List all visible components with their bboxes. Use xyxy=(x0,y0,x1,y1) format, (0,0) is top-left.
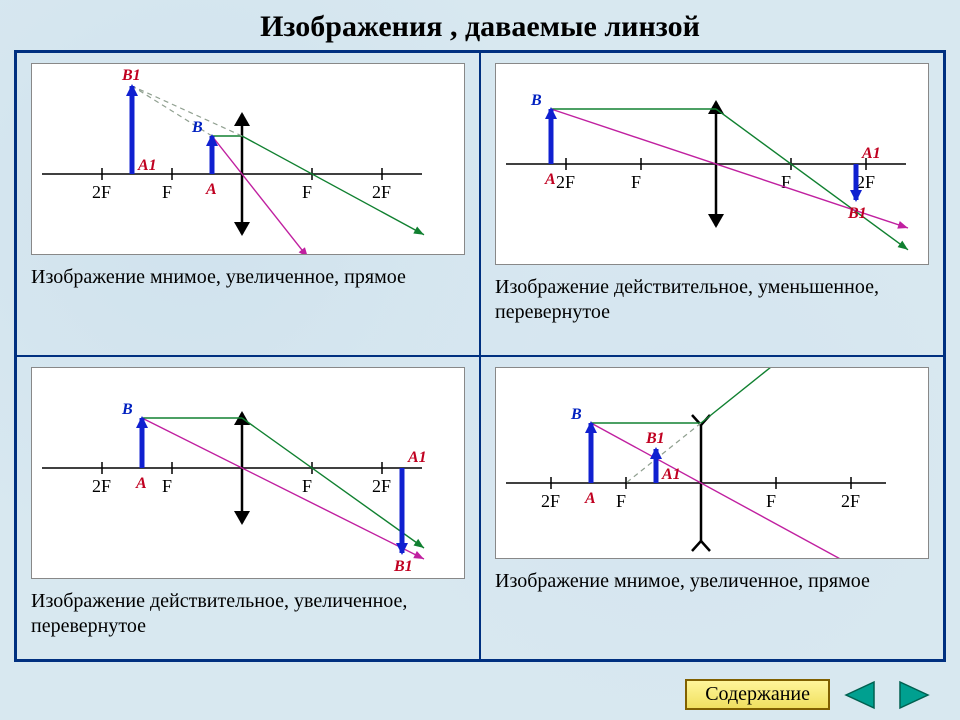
svg-text:2F: 2F xyxy=(372,182,391,202)
page-title: Изображения , даваемые линзой xyxy=(0,0,960,50)
panel-2: 2FFF2F АВА1В1 Изображение действительное… xyxy=(480,52,944,356)
svg-text:F: F xyxy=(162,476,172,496)
panel-2-diagram: 2FFF2F АВА1В1 xyxy=(495,63,929,265)
svg-text:А1: А1 xyxy=(861,145,881,162)
svg-text:2F: 2F xyxy=(372,476,391,496)
svg-text:2F: 2F xyxy=(92,476,111,496)
svg-text:F: F xyxy=(766,491,776,511)
svg-text:В: В xyxy=(570,406,582,423)
svg-text:2F: 2F xyxy=(541,491,560,511)
panel-4-caption: Изображение мнимое, увеличенное, прямое xyxy=(495,569,929,594)
next-arrow-icon[interactable] xyxy=(894,680,930,710)
svg-text:А1: А1 xyxy=(661,466,681,483)
svg-text:В1: В1 xyxy=(393,558,413,575)
svg-text:2F: 2F xyxy=(556,172,575,192)
svg-text:А1: А1 xyxy=(137,157,157,174)
svg-text:F: F xyxy=(616,491,626,511)
contents-button[interactable]: Содержание xyxy=(685,679,830,710)
svg-text:В: В xyxy=(191,119,203,136)
panel-3: 2F F F 2F А В А1 В1 Изображение действительное… xyxy=(16,356,480,660)
panel-3-caption: Изображение действительное, увеличенное,… xyxy=(31,589,465,639)
svg-text:В1: В1 xyxy=(121,67,141,84)
panel-2-caption: Изображение действительное, уменьшенное,… xyxy=(495,275,929,325)
panel-1-caption: Изображение мнимое, увеличенное, прямое xyxy=(31,265,465,290)
svg-text:В1: В1 xyxy=(847,205,867,222)
svg-text:2F: 2F xyxy=(856,172,875,192)
panel-1-diagram: 2F F F 2F А В А1 В1 xyxy=(31,63,465,255)
svg-text:F: F xyxy=(631,172,641,192)
svg-text:F: F xyxy=(302,182,312,202)
svg-text:А: А xyxy=(584,490,596,507)
panel-4: 2F F F 2F А В А1 В1 Изображение мнимое, увелич… xyxy=(480,356,944,660)
panel-3-diagram: 2F F F 2F А В А1 В1 xyxy=(31,367,465,579)
diagram-grid: 2F F F 2F А В А1 В1 Изображение мнимое, увелич… xyxy=(14,50,946,662)
svg-text:F: F xyxy=(162,182,172,202)
panel-1: 2F F F 2F А В А1 В1 Изображение мнимое, увелич… xyxy=(16,52,480,356)
svg-text:А: А xyxy=(205,181,217,198)
svg-text:А: А xyxy=(544,171,556,188)
svg-text:2F: 2F xyxy=(92,182,111,202)
svg-text:А: А xyxy=(135,475,147,492)
svg-text:2F: 2F xyxy=(841,491,860,511)
prev-arrow-icon[interactable] xyxy=(844,680,880,710)
svg-text:В: В xyxy=(530,92,542,109)
svg-text:F: F xyxy=(302,476,312,496)
panel-4-diagram: 2F F F 2F А В А1 В1 xyxy=(495,367,929,559)
svg-text:В: В xyxy=(121,401,133,418)
footer-nav: Содержание xyxy=(685,679,930,710)
svg-text:А1: А1 xyxy=(407,449,427,466)
svg-text:В1: В1 xyxy=(645,430,665,447)
